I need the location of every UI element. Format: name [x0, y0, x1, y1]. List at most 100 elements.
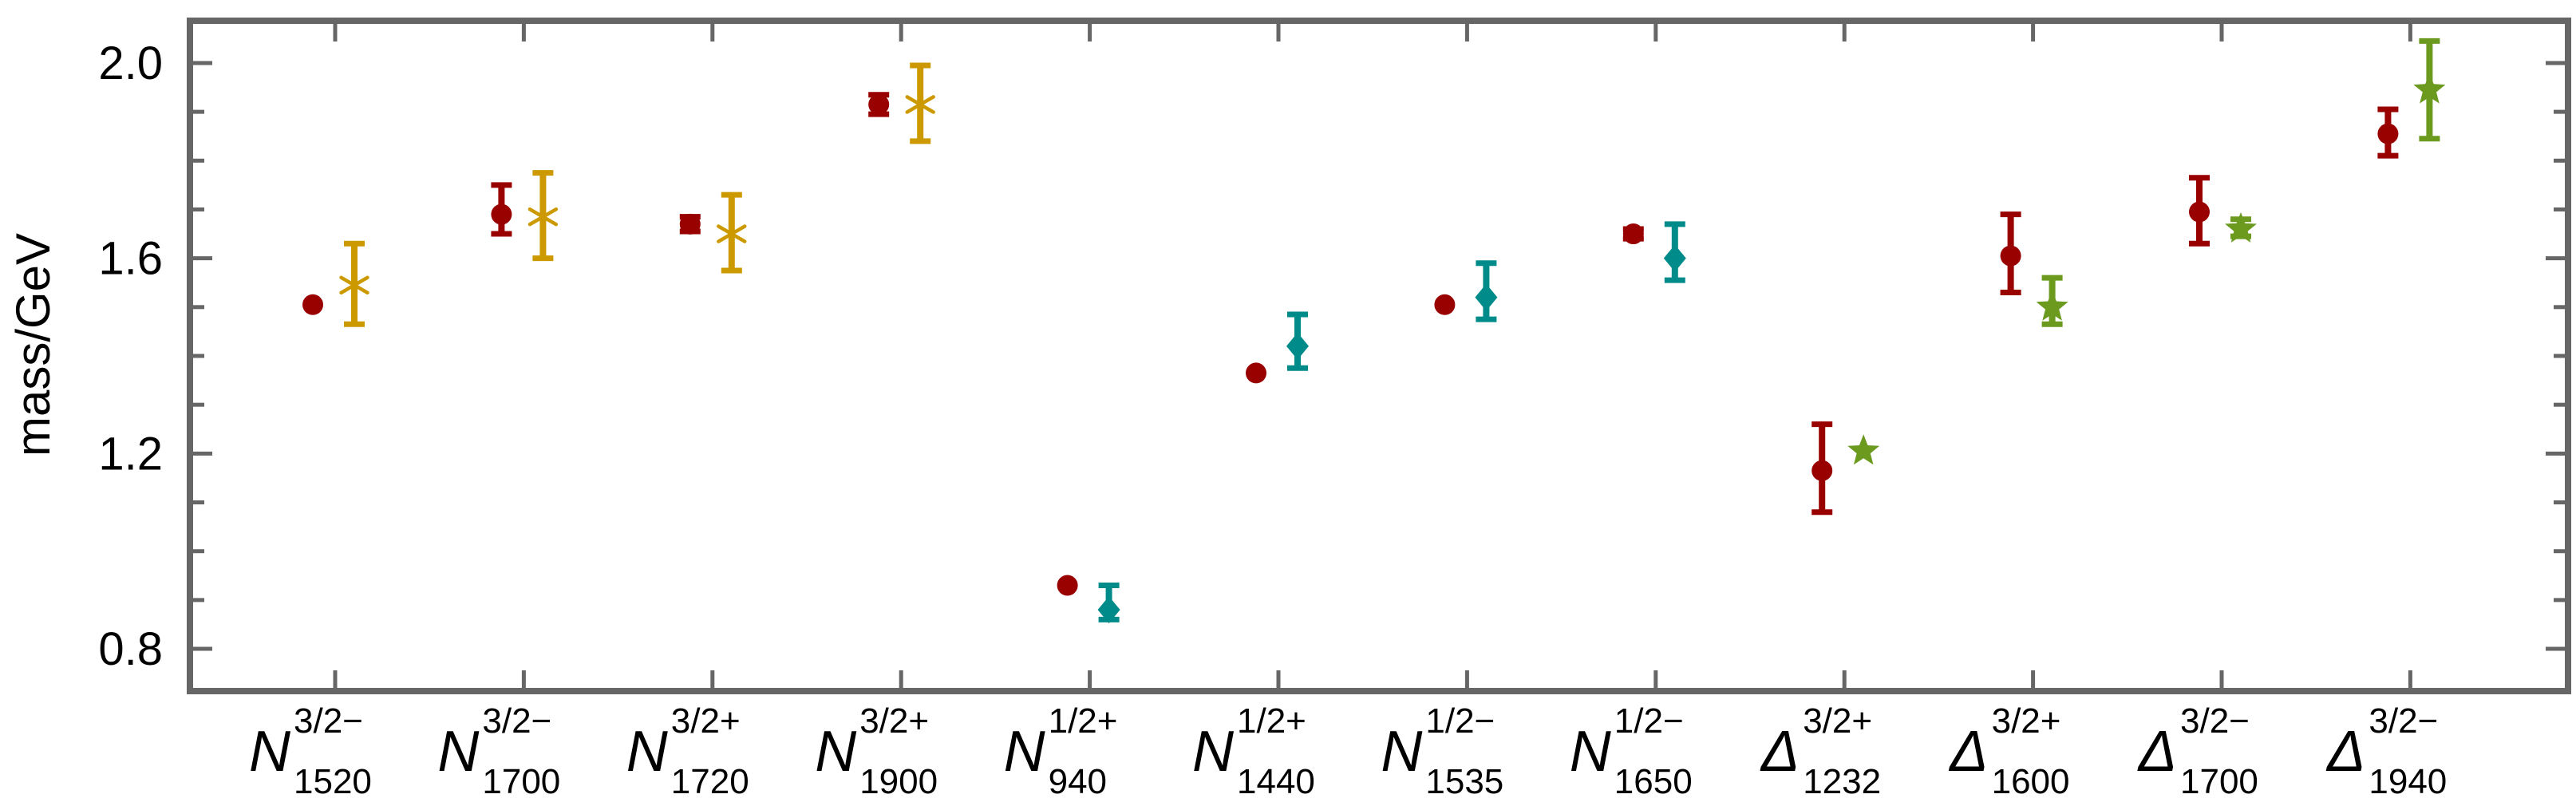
data-point	[302, 294, 323, 315]
x-axis-category-labels: N 3/2−1520 N 3/2−1700 N 3/2+1720 N 3/2+1900 N 1/2…	[249, 701, 2447, 801]
category-subscript: 1232	[1803, 762, 1881, 801]
circle-marker	[2377, 123, 2399, 144]
diamond-marker	[1097, 596, 1120, 624]
data-point	[2413, 38, 2446, 142]
category-superscript: 3/2−	[2369, 701, 2438, 741]
data-point	[2377, 106, 2399, 159]
data-point	[1811, 421, 1833, 516]
circle-marker	[1622, 223, 1644, 245]
category-subscript: 1650	[1614, 762, 1693, 801]
x-axis-ticks	[333, 24, 2412, 688]
data-point	[2225, 211, 2257, 243]
data-point	[491, 182, 512, 237]
star-marker	[2225, 211, 2257, 243]
diamond-marker	[1286, 332, 1309, 360]
category-superscript: 3/2+	[1803, 701, 1872, 741]
category-base: Δ	[1948, 720, 1988, 784]
circle-marker	[302, 294, 323, 315]
x-category-label: Δ 3/2+ 1232	[1760, 701, 1881, 801]
circle-marker	[868, 93, 890, 115]
category-superscript: 3/2−	[482, 701, 551, 741]
y-tick-label: 0.8	[98, 623, 163, 675]
category-superscript: 1/2−	[1614, 701, 1684, 741]
category-base: N	[249, 720, 291, 784]
data-point	[679, 213, 701, 235]
category-subscript: 1700	[482, 762, 560, 801]
asterisk-marker	[339, 268, 369, 302]
category-subscript: 1600	[1992, 762, 2070, 801]
series-calculation	[339, 38, 2446, 624]
category-subscript: 1900	[859, 762, 938, 801]
data-point	[1663, 221, 1686, 283]
data-point	[527, 170, 559, 262]
circle-marker	[491, 203, 512, 225]
plot-frame	[187, 18, 2571, 694]
diamond-marker	[1663, 244, 1686, 272]
star-marker	[2036, 290, 2068, 321]
category-superscript: 3/2+	[671, 701, 741, 741]
circle-marker	[2189, 201, 2210, 223]
category-subscript: 940	[1049, 762, 1107, 801]
x-category-label: Δ 3/2− 1700	[2137, 701, 2258, 801]
category-superscript: 3/2+	[859, 701, 929, 741]
x-category-label: N 3/2+ 1900	[815, 701, 938, 801]
category-base: Δ	[2325, 720, 2365, 784]
x-category-label: N 1/2+ 940	[1004, 701, 1118, 801]
data-point	[717, 192, 747, 274]
data-marks	[302, 38, 2446, 624]
star-marker	[2413, 73, 2446, 104]
category-superscript: 3/2+	[1992, 701, 2061, 741]
data-point	[868, 92, 890, 117]
y-axis-tick-labels: 0.8 1.2 1.6 2.0	[98, 38, 163, 675]
data-point	[2036, 275, 2068, 327]
category-subscript: 1520	[294, 762, 372, 801]
category-subscript: 1535	[1425, 762, 1503, 801]
data-point	[1286, 311, 1309, 371]
x-category-label: N 3/2− 1520	[249, 701, 372, 801]
category-subscript: 1720	[671, 762, 749, 801]
category-subscript: 1440	[1237, 762, 1315, 801]
category-subscript: 1940	[2369, 762, 2447, 801]
category-superscript: 3/2−	[2180, 701, 2250, 741]
star-marker	[1847, 434, 1880, 465]
asterisk-stroke	[717, 224, 747, 243]
category-base: N	[1381, 720, 1423, 784]
category-superscript: 1/2+	[1237, 701, 1306, 741]
y-axis-ticks	[193, 61, 2565, 651]
y-tick-label: 1.6	[98, 233, 163, 285]
category-superscript: 1/2−	[1425, 701, 1495, 741]
data-point	[1475, 260, 1498, 322]
data-point	[339, 240, 369, 327]
category-superscript: 1/2+	[1049, 701, 1118, 741]
circle-marker	[1057, 575, 1078, 596]
asterisk-marker	[905, 87, 935, 122]
circle-marker	[679, 213, 701, 235]
circle-marker	[1434, 294, 1456, 315]
y-tick-label: 1.2	[98, 428, 163, 480]
category-base: N	[1192, 720, 1235, 784]
series-experiment	[302, 92, 2399, 596]
x-category-label: N 3/2+ 1720	[626, 701, 749, 801]
category-subscript: 1700	[2180, 762, 2258, 801]
data-point	[1434, 294, 1456, 315]
asterisk-stroke	[339, 275, 369, 295]
circle-marker	[1246, 362, 1266, 384]
x-category-label: N 3/2− 1700	[437, 701, 560, 801]
diamond-marker	[1475, 283, 1498, 311]
category-base: N	[815, 720, 857, 784]
x-category-label: N 1/2− 1535	[1381, 701, 1503, 801]
circle-marker	[1811, 460, 1833, 481]
asterisk-stroke	[905, 95, 935, 114]
x-category-label: N 1/2− 1650	[1570, 701, 1693, 801]
data-point	[905, 62, 935, 144]
data-point	[1097, 583, 1120, 624]
x-category-label: Δ 3/2− 1940	[2325, 701, 2447, 801]
category-base: N	[1570, 720, 1612, 784]
x-category-label: N 1/2+ 1440	[1192, 701, 1315, 801]
data-point	[1847, 434, 1880, 465]
data-point	[2189, 175, 2210, 247]
category-base: N	[626, 720, 669, 784]
category-base: N	[1004, 720, 1046, 784]
data-point	[1246, 362, 1266, 384]
